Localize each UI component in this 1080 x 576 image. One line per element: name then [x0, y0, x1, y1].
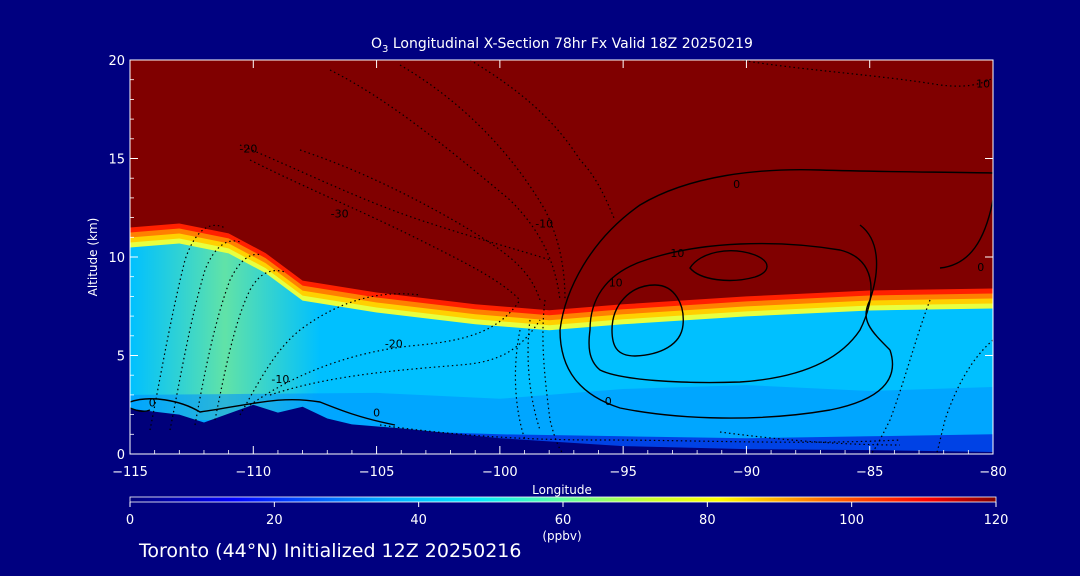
contour-label: 10 [670, 247, 684, 260]
contour-label: 0 [373, 407, 380, 420]
contour-label: 0 [733, 178, 740, 191]
stratosphere-region [130, 60, 993, 311]
colorbar-tick-label: 120 [984, 513, 1009, 528]
contour-label: -30 [331, 208, 349, 221]
contour-label: -10 [271, 373, 289, 386]
x-tick-label: −110 [235, 465, 271, 480]
contour-lines [130, 60, 993, 454]
colorbar-tick-label: 80 [699, 513, 716, 528]
contour-label: -20 [385, 338, 403, 351]
y-tick-label: 0 [117, 448, 125, 463]
colorbar: 0 20 40 60 80 100 120 (ppbv) [126, 496, 1009, 543]
terrain-mask [130, 404, 993, 454]
y-tick-label: 15 [108, 153, 125, 168]
y-axis-label: Altitude (km) [86, 218, 100, 297]
plot-axes: −115 −110 −105 −100 −95 −90 −85 −80 0 5 10 15 20 [108, 54, 1006, 480]
y-tick-label: 20 [108, 54, 125, 69]
x-tick-label: −85 [856, 465, 883, 480]
x-tick-label: −100 [482, 465, 518, 480]
colorbar-tick-label: 60 [555, 513, 572, 528]
contour-label: -20 [239, 143, 257, 156]
colorbar-units-label: (ppbv) [542, 529, 581, 543]
x-tick-label: −115 [112, 465, 148, 480]
colorbar-tick-label: 40 [410, 513, 427, 528]
y-tick-label: 5 [117, 350, 125, 365]
x-tick-label: −95 [609, 465, 636, 480]
x-axis-label: Longitude [532, 483, 592, 497]
contour-label: 0 [605, 395, 612, 408]
footer-caption: Toronto (44°N) Initialized 12Z 20250216 [139, 540, 522, 562]
contour-label: -10 [535, 218, 553, 231]
contour-label: 10 [609, 277, 623, 290]
plot-area: -20 -30 -10 -20 -10 0 0 10 10 0 10 0 0 [130, 60, 993, 454]
y-tick-label: 10 [108, 251, 125, 266]
x-tick-label: −105 [359, 465, 395, 480]
colorbar-tick-label: 100 [839, 513, 864, 528]
x-tick-label: −90 [733, 465, 760, 480]
contour-label: 10 [976, 78, 990, 91]
colorbar-tick-label: 20 [266, 513, 283, 528]
colorbar-tick-label: 0 [126, 513, 134, 528]
chart-title: O3 Longitudinal X-Section 78hr Fx Valid … [371, 36, 753, 55]
contour-label: 0 [149, 397, 156, 410]
x-tick-label: −80 [979, 465, 1006, 480]
contour-label: 0 [977, 261, 984, 274]
colorbar-gradient [130, 497, 996, 502]
